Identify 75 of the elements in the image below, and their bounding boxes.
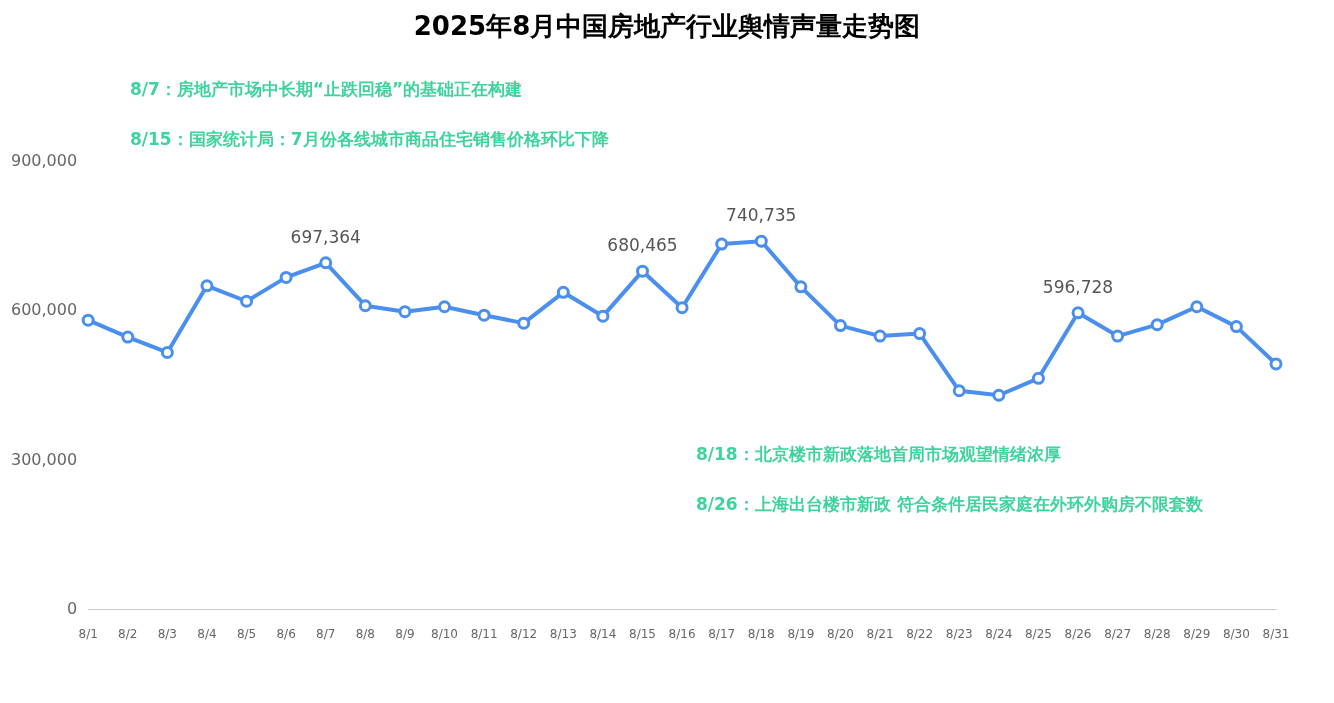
point <box>794 280 808 294</box>
point <box>477 308 491 322</box>
data-label: 596,728 <box>1042 276 1114 297</box>
point <box>952 384 966 398</box>
data-label: 697,364 <box>290 226 361 247</box>
point <box>240 294 254 308</box>
point <box>715 237 729 251</box>
y-tick-label: 600,000 <box>10 300 78 320</box>
point <box>1031 371 1045 385</box>
point <box>873 329 887 343</box>
point <box>596 309 610 323</box>
point <box>992 388 1006 402</box>
data-label: 680,465 <box>607 235 678 256</box>
point <box>833 319 847 333</box>
point <box>675 301 689 315</box>
x-tick-label: 8/23 <box>945 626 973 641</box>
x-tick-label: 8/11 <box>470 626 498 641</box>
x-tick-label: 8/31 <box>1262 626 1290 641</box>
x-tick-label: 8/1 <box>78 626 98 641</box>
point <box>1190 300 1204 314</box>
point <box>81 313 95 327</box>
x-tick-label: 8/19 <box>787 626 815 641</box>
point <box>635 264 649 278</box>
x-tick-label: 8/18 <box>747 626 775 641</box>
x-tick-label: 8/2 <box>118 626 138 641</box>
point <box>1071 306 1085 320</box>
x-tick-label: 8/14 <box>589 626 617 641</box>
point <box>319 256 333 270</box>
x-tick-label: 8/3 <box>157 626 178 641</box>
chart-title: 2025年8月中国房地产行业舆情声量走势图 <box>412 10 922 43</box>
point <box>398 305 412 319</box>
x-tick-label: 8/7 <box>316 626 336 641</box>
point <box>200 279 214 293</box>
annotation: 8/18：北京楼市新政落地首周市场观望情绪浓厚 <box>696 443 1061 466</box>
x-tick-label: 8/22 <box>906 626 934 641</box>
annotation: 8/26：上海出台楼市新政 符合条件居民家庭在外环外购房不限套数 <box>696 493 1203 516</box>
x-tick-label: 8/17 <box>708 626 736 641</box>
point <box>1229 320 1243 334</box>
point <box>358 299 372 313</box>
point <box>517 316 531 330</box>
x-tick-label: 8/20 <box>826 626 854 641</box>
text: 8/7：房地产市场中长期“止跌回稳”的基础正在构建 <box>130 78 523 101</box>
point <box>754 234 768 248</box>
x-tick-label: 8/26 <box>1064 626 1092 641</box>
point <box>1150 318 1164 332</box>
x-tick-label: 8/21 <box>866 626 894 641</box>
x-tick-label: 8/4 <box>197 626 217 641</box>
point <box>279 270 293 284</box>
x-tick-label: 8/15 <box>629 626 656 641</box>
y-tick-label: 300,000 <box>10 449 78 469</box>
x-tick-label: 8/12 <box>510 626 538 641</box>
x-tick-label: 8/8 <box>355 626 375 641</box>
x-tick-label: 8/16 <box>668 626 696 641</box>
point <box>556 285 570 299</box>
point <box>1269 357 1283 371</box>
point <box>1111 329 1125 343</box>
x-tick-label: 8/25 <box>1024 626 1052 641</box>
x-tick-label: 8/24 <box>985 626 1013 641</box>
x-tick-label: 8/30 <box>1222 626 1250 641</box>
point <box>121 330 135 344</box>
x-tick-label: 8/28 <box>1143 626 1171 641</box>
x-tick-label: 8/29 <box>1183 626 1211 641</box>
x-tick-label: 8/13 <box>549 626 577 641</box>
point <box>160 345 174 359</box>
y-tick-label: 900,000 <box>10 151 78 171</box>
text: 8/15：国家统计局：7月份各线城市商品住宅销售价格环比下降 <box>130 128 609 151</box>
x-tick-label: 8/5 <box>236 626 257 641</box>
x-tick-label: 8/9 <box>395 626 415 641</box>
point <box>913 327 927 341</box>
point <box>438 300 452 314</box>
y-tick-label: 0 <box>66 598 78 618</box>
x-tick-label: 8/10 <box>431 626 458 641</box>
x-tick-label: 8/6 <box>276 626 296 641</box>
data-label: 740,735 <box>726 205 797 226</box>
x-tick-label: 8/27 <box>1104 626 1132 641</box>
